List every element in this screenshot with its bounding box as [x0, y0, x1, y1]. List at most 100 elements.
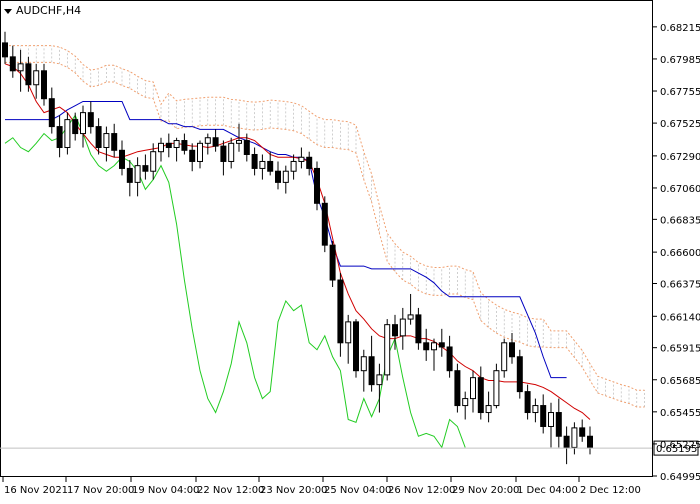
y-tick-label: 0.65685 [660, 376, 700, 387]
y-tick-label: 0.67755 [660, 87, 700, 98]
candle-body [64, 119, 71, 149]
candle-body [563, 435, 570, 448]
x-tick-label: 17 Nov 20:00 [67, 485, 134, 496]
candle-body [415, 314, 422, 344]
candle-body [446, 346, 453, 372]
y-tick-label: 0.66600 [660, 248, 700, 259]
candle-body [9, 56, 16, 72]
candle-body [454, 370, 461, 407]
candle-body [48, 98, 55, 128]
candle-body [251, 153, 258, 169]
candle-body [95, 126, 102, 149]
y-tick-label: 0.66835 [660, 215, 700, 226]
x-tick-label: 26 Nov 12:00 [388, 485, 455, 496]
y-tick-label: 0.65225 [660, 440, 700, 451]
candle-body [399, 318, 406, 337]
candle-body [2, 42, 8, 58]
candle-body [111, 133, 118, 151]
candle-body [337, 279, 344, 344]
y-tick-label: 0.68215 [660, 23, 700, 34]
candle-body [25, 63, 32, 86]
candle-body [501, 342, 508, 372]
candle-body [360, 356, 367, 372]
x-tick-label: 25 Nov 04:00 [324, 485, 391, 496]
candle-body [189, 149, 196, 162]
candle-body [306, 156, 313, 169]
candle-body [493, 370, 500, 407]
candle-body [142, 165, 149, 172]
current-price-label: 0.65195 [656, 444, 697, 455]
candle-body [438, 342, 445, 348]
y-tick-label: 0.64995 [660, 472, 700, 483]
candle-body [119, 149, 125, 169]
x-tick-label: 23 Nov 20:00 [260, 485, 327, 496]
candle-body [368, 356, 375, 386]
candle-body [532, 405, 539, 414]
candle-body [431, 342, 437, 351]
candle-body [524, 391, 531, 414]
y-tick-label: 0.65455 [660, 408, 700, 419]
candle-body [423, 342, 430, 351]
kijun-line [5, 100, 567, 379]
candle-body [212, 137, 219, 147]
candle-body [275, 170, 281, 183]
candle-body [282, 170, 289, 183]
candles [2, 31, 593, 465]
current-price-box [653, 440, 699, 456]
y-axis: 0.68215 0.67985 0.67755 0.67525 0.67290 0.670… [652, 23, 700, 483]
candle-body [197, 142, 203, 162]
candle-body [462, 398, 469, 407]
candle-body [345, 321, 352, 344]
candle-body [298, 156, 305, 162]
candle-body [579, 427, 586, 437]
candle-body [181, 140, 188, 151]
candle-body [204, 137, 211, 144]
candle-body [259, 160, 266, 169]
candle-body [587, 435, 593, 448]
y-tick-label: 0.67985 [660, 55, 700, 66]
candle-body [477, 377, 484, 414]
candle-body [80, 112, 86, 135]
candle-body [509, 342, 515, 358]
candle-body [236, 140, 242, 144]
y-tick-label: 0.67060 [660, 184, 700, 195]
candle-body [103, 133, 110, 149]
candle-body [126, 167, 133, 183]
symbol-label[interactable]: AUDCHF,H4 [4, 4, 81, 17]
x-tick-label: 1 Dec 04:00 [517, 485, 578, 496]
candle-body [17, 63, 24, 72]
candle-body [321, 202, 328, 246]
x-tick-label: 2 Dec 12:00 [580, 485, 641, 496]
candle-body [165, 142, 172, 149]
dropdown-arrow-icon[interactable] [4, 8, 12, 14]
candle-body [56, 126, 63, 149]
candle-body [72, 119, 79, 135]
candle-body [41, 70, 47, 100]
candle-body [228, 142, 235, 162]
candle-body [571, 427, 578, 448]
y-tick-label: 0.67290 [660, 152, 700, 163]
y-tick-label: 0.65915 [660, 344, 700, 355]
candle-body [353, 321, 359, 372]
candle-body [173, 140, 180, 149]
x-tick-label: 16 Nov 2021 [4, 485, 68, 496]
current-price-marker: 0.65195 [0, 440, 699, 456]
candle-body [376, 374, 383, 386]
candle-body [555, 412, 562, 437]
senkou-span-a [5, 61, 645, 408]
candle-body [485, 405, 492, 414]
y-tick-label: 0.66375 [660, 280, 700, 291]
y-tick-label: 0.67525 [660, 119, 700, 130]
candle-body [314, 167, 320, 204]
candle-body [407, 314, 414, 320]
candle-body [33, 70, 40, 86]
candle-body [158, 142, 164, 153]
candle-body [220, 145, 227, 162]
x-tick-label: 19 Nov 04:00 [132, 485, 199, 496]
candle-body [384, 324, 391, 376]
y-tick-label: 0.66140 [660, 312, 700, 323]
candle-body [134, 165, 141, 183]
